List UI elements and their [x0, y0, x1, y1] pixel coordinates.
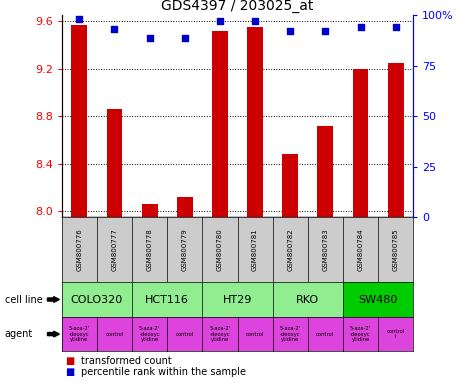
- Text: GSM800783: GSM800783: [323, 228, 328, 271]
- Bar: [388, 63, 404, 217]
- Text: GSM800782: GSM800782: [287, 228, 293, 271]
- Text: GSM800778: GSM800778: [147, 228, 152, 271]
- Text: agent: agent: [5, 329, 33, 339]
- Text: GSM800780: GSM800780: [217, 228, 223, 271]
- Text: GSM800784: GSM800784: [358, 228, 363, 271]
- Title: GDS4397 / 203025_at: GDS4397 / 203025_at: [162, 0, 314, 13]
- Point: [357, 25, 364, 31]
- Point: [111, 26, 118, 33]
- Text: GSM800777: GSM800777: [112, 228, 117, 271]
- Text: ■: ■: [66, 367, 79, 377]
- Text: 5-aza-2'
-deoxyc
ytidine: 5-aza-2' -deoxyc ytidine: [280, 326, 301, 343]
- Text: percentile rank within the sample: percentile rank within the sample: [81, 367, 246, 377]
- Bar: [106, 109, 123, 217]
- Text: cell line: cell line: [5, 295, 42, 305]
- Point: [392, 25, 399, 31]
- Point: [181, 35, 189, 41]
- Bar: [177, 197, 193, 217]
- Bar: [71, 25, 87, 217]
- Text: transformed count: transformed count: [81, 356, 171, 366]
- Text: GSM800781: GSM800781: [252, 228, 258, 271]
- Text: 5-aza-2'
-deoxyc
ytidine: 5-aza-2' -deoxyc ytidine: [209, 326, 230, 343]
- Text: SW480: SW480: [359, 295, 398, 305]
- Bar: [212, 31, 228, 217]
- Text: COLO320: COLO320: [71, 295, 123, 305]
- Point: [251, 18, 259, 25]
- Text: control: control: [246, 331, 264, 337]
- Text: control
l: control l: [387, 329, 405, 339]
- Bar: [142, 204, 158, 217]
- Text: 5-aza-2'
-deoxyc
ytidine: 5-aza-2' -deoxyc ytidine: [350, 326, 371, 343]
- Text: ■: ■: [66, 356, 79, 366]
- Text: control: control: [105, 331, 124, 337]
- Text: GSM800785: GSM800785: [393, 228, 399, 271]
- Bar: [247, 27, 263, 217]
- Text: 5-aza-2'
-deoxyc
ytidine: 5-aza-2' -deoxyc ytidine: [69, 326, 90, 343]
- Text: HCT116: HCT116: [145, 295, 189, 305]
- Text: control: control: [176, 331, 194, 337]
- Point: [216, 18, 224, 25]
- Bar: [282, 154, 298, 217]
- Bar: [317, 126, 333, 217]
- Point: [76, 17, 83, 23]
- Text: GSM800776: GSM800776: [76, 228, 82, 271]
- Point: [286, 28, 294, 35]
- Text: GSM800779: GSM800779: [182, 228, 188, 271]
- Point: [146, 35, 153, 41]
- Point: [322, 28, 329, 35]
- Text: 5-aza-2'
-deoxyc
ytidine: 5-aza-2' -deoxyc ytidine: [139, 326, 160, 343]
- Text: RKO: RKO: [296, 295, 319, 305]
- Text: HT29: HT29: [223, 295, 252, 305]
- Text: control: control: [316, 331, 334, 337]
- Bar: [352, 69, 369, 217]
